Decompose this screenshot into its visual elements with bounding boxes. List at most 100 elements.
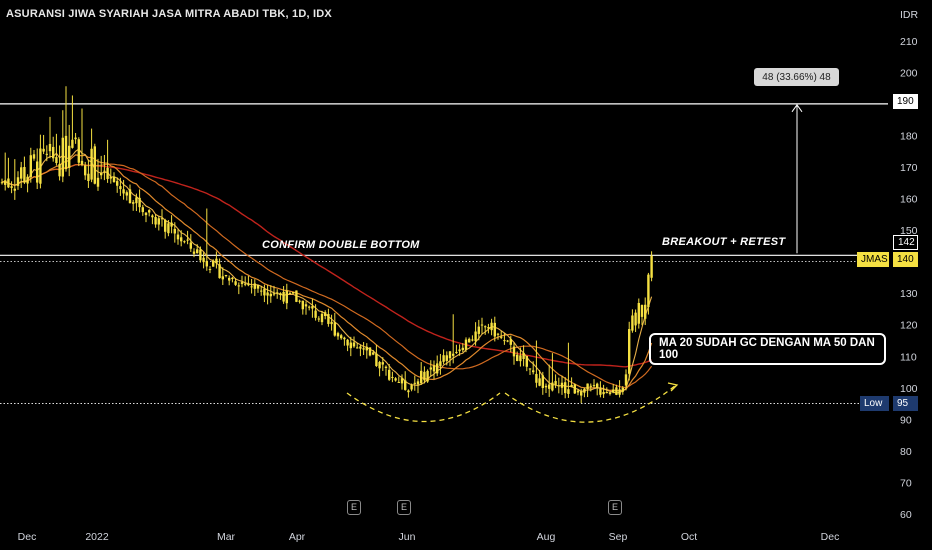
- earnings-marker[interactable]: E: [347, 500, 361, 515]
- candle-body: [333, 322, 336, 336]
- candle-body: [279, 293, 282, 295]
- candle-body: [410, 385, 413, 390]
- x-tick-label: Mar: [217, 531, 236, 543]
- ma-note: MA 20 SUDAH GC DENGAN MA 50 DAN 100: [659, 337, 875, 361]
- candle-body: [493, 322, 496, 337]
- candle-body: [32, 154, 36, 159]
- candle-body: [186, 239, 189, 241]
- candle-body: [359, 346, 362, 349]
- candle-body: [103, 170, 106, 172]
- candle-body: [596, 383, 599, 389]
- candle-body: [84, 165, 87, 176]
- candle-body: [346, 339, 349, 346]
- candle-body: [647, 274, 650, 308]
- candle-body: [7, 178, 10, 188]
- candle-body: [144, 212, 148, 216]
- candle-body: [253, 283, 256, 289]
- candle-body: [528, 368, 532, 370]
- price-label-142: 142: [893, 235, 918, 250]
- candle-body: [365, 346, 368, 351]
- candle-body: [77, 139, 80, 163]
- candle-body: [276, 292, 279, 294]
- candle-body: [362, 348, 365, 350]
- candle-body: [212, 260, 215, 267]
- candle-body: [100, 172, 103, 176]
- candle-body: [87, 173, 90, 181]
- candle-body: [384, 366, 388, 368]
- candle-body: [317, 318, 320, 320]
- candle-body: [429, 367, 432, 370]
- candle-body: [544, 385, 548, 388]
- candle-body: [58, 163, 61, 177]
- candle-body: [570, 384, 573, 387]
- candle-body: [592, 385, 596, 387]
- candle-body: [295, 290, 298, 302]
- candle-body: [196, 249, 199, 254]
- candle-body: [138, 197, 141, 208]
- candle-body: [564, 382, 567, 394]
- candle-body: [4, 180, 7, 185]
- candle-body: [394, 378, 397, 381]
- candle-body: [650, 255, 653, 278]
- y-axis-unit: IDR: [900, 9, 919, 21]
- candle-body: [269, 293, 272, 297]
- candle-body: [154, 217, 157, 225]
- candle-body: [644, 304, 647, 319]
- double-bottom-arc: [504, 384, 677, 423]
- candle-body: [71, 139, 74, 148]
- price-label-190: 190: [893, 94, 918, 109]
- candle-body: [68, 145, 71, 168]
- low-value-tag: 95: [893, 396, 918, 411]
- candle-body: [20, 167, 23, 179]
- candle-body: [13, 188, 16, 191]
- candle-body: [192, 251, 196, 254]
- candle-body: [413, 382, 416, 384]
- earnings-marker[interactable]: E: [397, 500, 411, 515]
- candle-body: [352, 342, 356, 347]
- candle-body: [122, 189, 125, 194]
- candle-body: [615, 387, 618, 395]
- x-tick-label: 2022: [85, 531, 109, 543]
- candle-body: [221, 276, 224, 280]
- candle-body: [330, 321, 333, 325]
- candle-body: [512, 346, 516, 357]
- ma-50-line: [1, 154, 653, 392]
- candle-body: [397, 381, 400, 383]
- y-tick-label: 70: [900, 477, 912, 489]
- candle-body: [304, 304, 308, 307]
- candle-body: [624, 374, 628, 386]
- candle-body: [400, 378, 404, 384]
- candle-body: [109, 177, 112, 179]
- candle-body: [128, 189, 132, 204]
- candle-body: [96, 177, 100, 187]
- ma-long-line: [1, 164, 652, 368]
- candle-body: [292, 292, 295, 294]
- y-tick-label: 210: [900, 36, 918, 48]
- candle-body: [244, 283, 247, 285]
- candle-body: [93, 146, 96, 184]
- arc-arrow-head: [667, 382, 679, 392]
- y-tick-label: 170: [900, 162, 918, 174]
- candle-body: [452, 353, 455, 356]
- candle-body: [80, 160, 84, 165]
- candle-body: [567, 389, 570, 394]
- candle-body: [160, 218, 164, 220]
- candle-body: [135, 197, 138, 204]
- x-tick-label: Apr: [289, 531, 306, 543]
- y-tick-label: 100: [900, 383, 918, 395]
- candle-body: [125, 192, 128, 196]
- earnings-marker[interactable]: E: [608, 500, 622, 515]
- candle-body: [36, 161, 39, 183]
- candle-body: [560, 382, 564, 388]
- candle-body: [477, 326, 480, 334]
- candle-body: [464, 339, 468, 350]
- x-tick-label: Dec: [821, 531, 840, 543]
- y-tick-label: 80: [900, 446, 912, 458]
- candle-body: [416, 381, 420, 385]
- candle-body: [263, 288, 266, 296]
- y-tick-label: 200: [900, 67, 918, 79]
- candle-body: [42, 148, 45, 152]
- candle-body: [45, 153, 48, 155]
- y-tick-label: 90: [900, 414, 912, 426]
